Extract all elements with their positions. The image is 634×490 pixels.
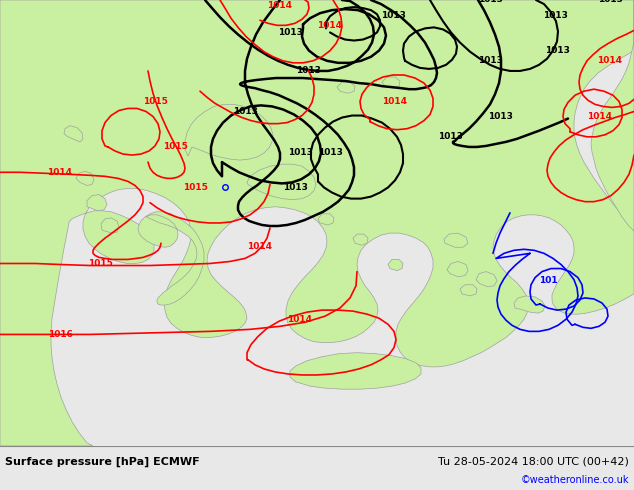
Polygon shape [382,77,400,88]
Text: 1014: 1014 [268,0,292,10]
Text: 1015: 1015 [143,97,167,106]
Text: 1015: 1015 [162,143,188,151]
Text: 1013: 1013 [437,132,462,141]
Polygon shape [318,214,334,225]
Polygon shape [388,259,403,270]
Polygon shape [101,218,119,233]
Text: 1014: 1014 [597,56,623,65]
Text: 1014: 1014 [48,168,72,177]
Polygon shape [444,233,468,247]
Text: 1015: 1015 [183,183,207,192]
Text: 1013: 1013 [598,0,623,4]
Polygon shape [514,296,545,313]
Text: 1013: 1013 [545,46,569,55]
Text: 1013: 1013 [380,11,405,20]
Text: 1013: 1013 [295,67,320,75]
Text: Tu 28-05-2024 18:00 UTC (00+42): Tu 28-05-2024 18:00 UTC (00+42) [438,457,629,467]
Text: Surface pressure [hPa] ECMWF: Surface pressure [hPa] ECMWF [5,457,200,467]
Text: 1013: 1013 [233,107,257,116]
Text: 101: 101 [539,276,557,285]
Text: 1014: 1014 [382,97,408,106]
Text: ©weatheronline.co.uk: ©weatheronline.co.uk [521,475,629,485]
Text: 1013: 1013 [318,147,342,156]
Text: 1013: 1013 [278,28,302,37]
Polygon shape [337,82,355,93]
Text: 1015: 1015 [87,259,112,268]
Polygon shape [353,234,368,245]
Polygon shape [460,285,477,296]
Polygon shape [247,164,316,199]
Text: 1014: 1014 [318,21,342,30]
Text: 1016: 1016 [48,330,72,339]
Polygon shape [76,172,94,185]
Text: 1013: 1013 [477,0,502,4]
Polygon shape [87,195,107,211]
Polygon shape [64,125,83,142]
Text: 1013: 1013 [477,56,502,65]
Polygon shape [476,271,497,287]
Polygon shape [290,353,421,389]
Text: 1013: 1013 [288,147,313,156]
Text: 1013: 1013 [543,11,567,20]
Polygon shape [447,262,468,277]
Polygon shape [185,104,273,160]
Text: 1014: 1014 [287,315,313,324]
Polygon shape [591,0,634,231]
Text: 1014: 1014 [588,112,612,121]
Text: 1014: 1014 [247,242,273,251]
Text: 1013: 1013 [488,112,512,121]
Text: 1013: 1013 [283,183,307,192]
Polygon shape [0,0,634,446]
Polygon shape [138,212,204,305]
